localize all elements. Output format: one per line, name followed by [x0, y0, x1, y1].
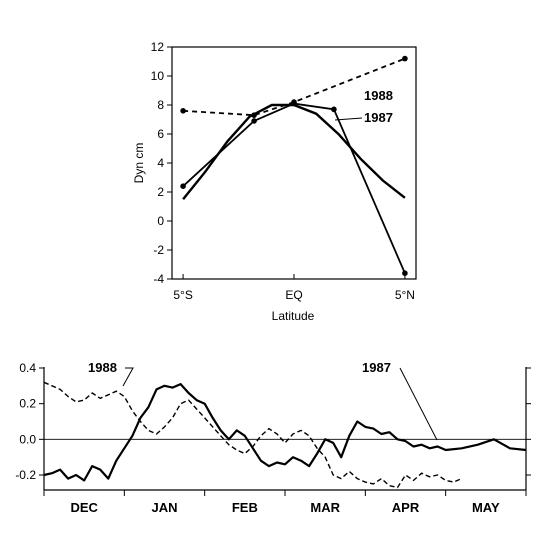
bottom-x-axis-ticks: DEC JAN FEB MAR APR MAY — [43, 490, 527, 515]
top-data-point — [180, 108, 186, 114]
top-y-tick-label: 2 — [157, 185, 164, 199]
bottom-y-tick-label: -0.2 — [15, 468, 36, 482]
bottom-month-label: DEC — [70, 500, 98, 515]
bottom-series-group — [43, 381, 527, 489]
top-y-tick-label: 4 — [157, 156, 164, 170]
top-y-tick-label: 6 — [157, 127, 164, 141]
top-data-point — [251, 118, 257, 124]
top-y-tick-label: -4 — [153, 272, 164, 286]
top-data-point — [402, 55, 408, 62]
top-x-tick-label: 5°N — [395, 288, 415, 302]
legend-label-1987-top: 1987 — [364, 110, 393, 125]
legend-label-1988-bottom: 1988 — [88, 360, 117, 375]
top-y-tick-label: -2 — [153, 243, 164, 257]
top-x-tick-label: 5°S — [173, 288, 192, 302]
bottom-chart: -0.2 0.0 0.2 0.4 DEC JAN FEB MAR APR MAY 1988 19… — [15, 360, 531, 515]
legend-pointer-1987-top — [334, 117, 363, 121]
top-chart: -4 -2 0 2 4 6 8 10 12 5°S EQ 5°N Dyn cm Latitude 1… — [132, 40, 417, 323]
bottom-y-tick-label: 0.4 — [19, 361, 36, 375]
legend-label-1988-top: 1988 — [364, 88, 393, 103]
top-y-tick-label: 12 — [151, 40, 165, 54]
bottom-series-line-1987 — [43, 383, 527, 482]
legend-pointer-1987-bottom — [399, 367, 438, 441]
legend-pointer-1988-bottom — [122, 367, 134, 387]
top-series-line-1987 — [182, 102, 406, 274]
top-y-tick-label: 10 — [151, 69, 165, 83]
bottom-series-line-1988 — [43, 381, 462, 489]
bottom-y-axis-ticks: -0.2 0.0 0.2 0.4 — [15, 361, 531, 482]
bottom-month-label: MAY — [472, 500, 500, 515]
top-series-line-1988 — [183, 57, 406, 117]
bottom-month-label: FEB — [232, 500, 258, 515]
top-y-tick-label: 8 — [157, 98, 164, 112]
bottom-y-tick-label: 0.2 — [19, 397, 36, 411]
bottom-month-label: MAR — [310, 500, 340, 515]
bottom-month-label: APR — [392, 500, 420, 515]
top-data-point — [331, 106, 337, 113]
top-y-axis-ticks: -4 -2 0 2 4 6 8 10 12 — [151, 40, 172, 286]
top-y-tick-label: 0 — [157, 214, 164, 228]
top-data-point — [180, 183, 186, 189]
top-y-axis-title: Dyn cm — [132, 143, 146, 184]
top-x-axis-ticks: 5°S EQ 5°N — [173, 274, 415, 302]
top-x-tick-label: EQ — [285, 288, 302, 302]
legend-label-1987-bottom: 1987 — [362, 360, 391, 375]
bottom-month-label: JAN — [151, 500, 177, 515]
top-data-point — [402, 270, 408, 277]
top-series-line-smooth — [182, 103, 406, 201]
top-series-group — [180, 55, 408, 277]
bottom-y-tick-label: 0.0 — [19, 432, 36, 446]
top-x-axis-title: Latitude — [272, 309, 315, 323]
